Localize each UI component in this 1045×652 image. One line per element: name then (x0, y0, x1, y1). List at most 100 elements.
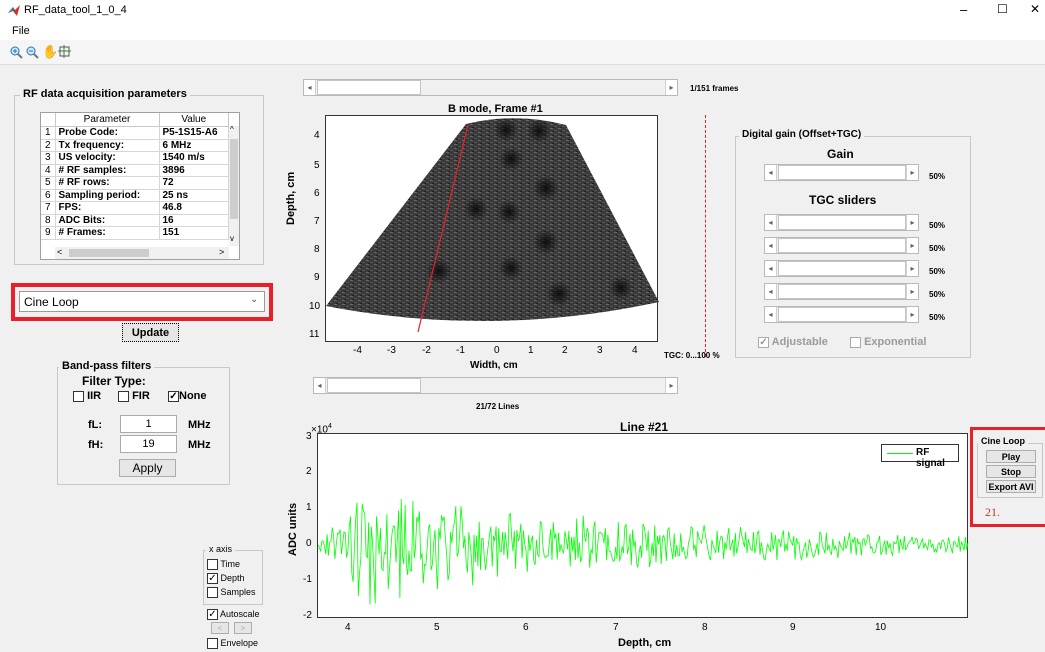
line-slider[interactable]: ◂ ▸ (313, 377, 678, 394)
scroll-down-icon[interactable]: v (230, 234, 234, 243)
tgc-slider-thumb[interactable] (778, 238, 906, 253)
close-button[interactable]: ✕ (1030, 2, 1041, 16)
menu-bar: File (0, 22, 1045, 40)
checkmark-icon[interactable]: ✓ (168, 390, 179, 402)
scroll-left-icon[interactable]: < (57, 247, 63, 257)
checkbox-icon[interactable] (207, 587, 218, 599)
fir-checkbox[interactable]: FIR (118, 390, 150, 402)
rf-ylabel: ADC units (287, 502, 299, 556)
export-avi-button[interactable]: Export AVI (986, 480, 1036, 493)
cyst-markers (426, 118, 633, 307)
tgc-value-5: 50% (929, 313, 946, 322)
mode-select[interactable]: Cine Loop ⌄ (19, 291, 265, 312)
rf-ytick: 2 (306, 466, 312, 477)
slider-left-arrow-icon[interactable]: ◂ (765, 307, 777, 322)
tgc-slider-1[interactable]: ◂ ▸ (764, 214, 919, 231)
bmode-xlabel: Width, cm (470, 360, 518, 371)
zoom-in-icon[interactable] (9, 45, 23, 62)
scroll-thumb[interactable] (69, 249, 149, 257)
frame-slider-label: 1/151 frames (690, 84, 739, 93)
checkbox-icon[interactable] (850, 336, 861, 348)
none-checkbox[interactable]: ✓None (168, 390, 207, 402)
depth-checkbox[interactable]: ✓ Depth (207, 573, 245, 585)
acq-table-hscroll[interactable]: < > (55, 247, 229, 259)
scroll-up-icon[interactable]: ^ (230, 125, 234, 134)
iir-checkbox[interactable]: IIR (73, 390, 101, 402)
checkmark-icon[interactable]: ✓ (207, 609, 218, 621)
time-checkbox[interactable]: Time (207, 559, 240, 571)
table-row: 3 US velocity: 1540 m/s (41, 151, 229, 165)
autoscale-checkbox[interactable]: ✓ Autoscale (207, 609, 260, 621)
slider-right-arrow-icon[interactable]: ▸ (906, 238, 918, 253)
checkbox-icon[interactable] (207, 559, 218, 571)
cine-highlight (970, 427, 1045, 527)
update-button[interactable]: Update (122, 323, 179, 342)
play-button[interactable]: Play (986, 450, 1036, 463)
legend-line-icon (887, 453, 913, 454)
tgc-slider-thumb[interactable] (778, 215, 906, 230)
tgc-slider-5[interactable]: ◂ ▸ (764, 306, 919, 323)
slider-right-arrow-icon[interactable]: ▸ (665, 378, 677, 393)
xaxis-prev-button[interactable]: < (211, 622, 229, 634)
checkbox-icon[interactable] (118, 390, 129, 402)
maximize-button[interactable]: ☐ (997, 2, 1008, 16)
slider-right-arrow-icon[interactable]: ▸ (665, 80, 677, 95)
slider-left-arrow-icon[interactable]: ◂ (765, 284, 777, 299)
table-row: 5 # RF rows: 72 (41, 176, 229, 190)
slider-left-arrow-icon[interactable]: ◂ (765, 238, 777, 253)
scroll-right-icon[interactable]: > (219, 247, 225, 257)
line-slider-thumb[interactable] (327, 378, 421, 393)
slider-left-arrow-icon[interactable]: ◂ (765, 261, 777, 276)
chevron-down-icon[interactable]: ⌄ (250, 294, 259, 305)
apply-button[interactable]: Apply (119, 459, 176, 477)
xaxis-next-button[interactable]: > (234, 622, 252, 634)
slider-left-arrow-icon[interactable]: ◂ (304, 80, 316, 95)
stop-button[interactable]: Stop (986, 465, 1036, 478)
envelope-checkbox[interactable]: Envelope (207, 638, 258, 650)
fh-label: fH: (88, 439, 104, 451)
slider-right-arrow-icon[interactable]: ▸ (906, 284, 918, 299)
gain-slider-thumb[interactable] (778, 165, 906, 180)
tgc-slider-thumb[interactable] (778, 307, 906, 322)
bmode-image (326, 118, 659, 333)
rf-ytick: 0 (306, 538, 312, 549)
gain-panel-title: Digital gain (Offset+TGC) (739, 129, 865, 140)
checkbox-icon[interactable] (207, 638, 218, 650)
toolbar: ✋ (0, 40, 1045, 65)
tgc-slider-3[interactable]: ◂ ▸ (764, 260, 919, 277)
tgc-slider-thumb[interactable] (778, 284, 906, 299)
slider-right-arrow-icon[interactable]: ▸ (906, 307, 918, 322)
slider-right-arrow-icon[interactable]: ▸ (906, 215, 918, 230)
adjustable-checkbox[interactable]: ✓ Adjustable (758, 336, 828, 348)
tgc-slider-thumb[interactable] (778, 261, 906, 276)
samples-checkbox[interactable]: Samples (207, 587, 256, 599)
fl-input[interactable] (120, 415, 177, 433)
rf-xtick: 9 (790, 622, 796, 633)
scroll-thumb[interactable] (230, 139, 238, 219)
zoom-out-icon[interactable] (25, 45, 39, 62)
slider-left-arrow-icon[interactable]: ◂ (765, 215, 777, 230)
minimize-button[interactable]: – (960, 2, 968, 17)
frame-slider[interactable]: ◂ ▸ (303, 79, 678, 96)
rf-xtick: 5 (434, 622, 440, 633)
checkmark-icon[interactable]: ✓ (758, 336, 769, 348)
acq-table-vscroll[interactable]: ^ v (229, 125, 239, 246)
pan-hand-icon[interactable]: ✋ (42, 44, 59, 59)
tgc-slider-4[interactable]: ◂ ▸ (764, 283, 919, 300)
slider-left-arrow-icon[interactable]: ◂ (765, 165, 777, 180)
slider-right-arrow-icon[interactable]: ▸ (906, 165, 918, 180)
tgc-slider-2[interactable]: ◂ ▸ (764, 237, 919, 254)
rf-xtick: 4 (345, 622, 351, 633)
slider-right-arrow-icon[interactable]: ▸ (906, 261, 918, 276)
data-cursor-icon[interactable] (58, 45, 72, 62)
slider-left-arrow-icon[interactable]: ◂ (314, 378, 326, 393)
fh-input[interactable] (120, 435, 177, 453)
gain-slider[interactable]: ◂ ▸ (764, 164, 919, 181)
frame-slider-thumb[interactable] (317, 80, 421, 95)
checkmark-icon[interactable]: ✓ (207, 573, 218, 585)
menu-file[interactable]: File (12, 25, 30, 37)
exponential-checkbox[interactable]: Exponential (850, 336, 926, 348)
title-bar: RF_data_tool_1_0_4 – ☐ ✕ (0, 0, 1045, 22)
checkbox-icon[interactable] (73, 390, 84, 402)
fl-label: fL: (88, 419, 103, 431)
